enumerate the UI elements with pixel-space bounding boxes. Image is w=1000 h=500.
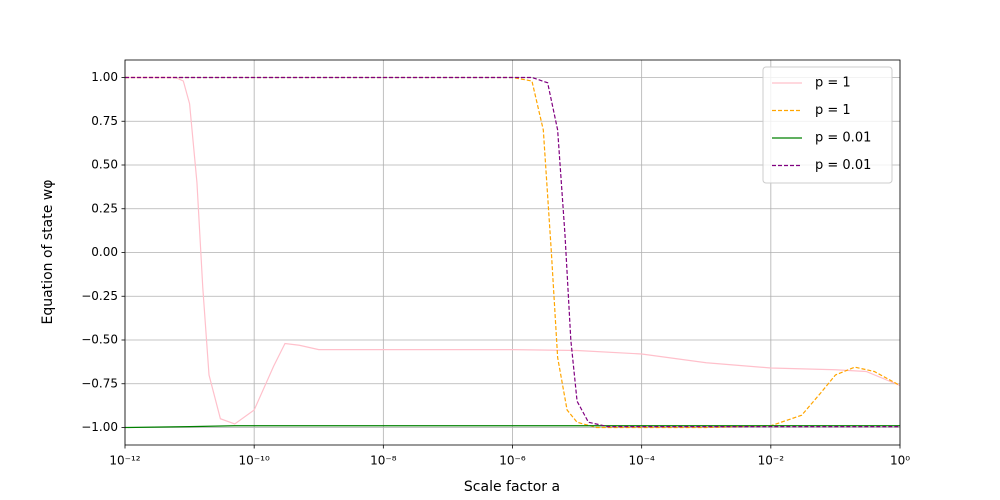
x-tick-label: 10⁻⁶ [499, 454, 526, 468]
y-tick-label: −0.75 [81, 376, 118, 390]
y-tick-label: −1.00 [81, 420, 118, 434]
x-tick-label: 10⁻² [758, 454, 785, 468]
series-line [125, 76, 900, 429]
y-tick-label: 0.75 [91, 114, 118, 128]
legend-label: p = 1 [815, 76, 851, 91]
y-tick-label: 1.00 [91, 70, 118, 84]
x-tick-label: 10⁻¹² [109, 454, 140, 468]
series-line [125, 76, 900, 428]
legend-label: p = 0.01 [815, 158, 871, 173]
plot-frame [124, 59, 901, 446]
legend-label: p = 0.01 [815, 131, 871, 146]
series-line [125, 425, 900, 429]
y-tick-label: 0.50 [91, 158, 118, 172]
x-tick-label: 10⁻⁸ [370, 454, 397, 468]
y-tick-label: −0.50 [81, 333, 118, 347]
y-tick-label: −0.25 [81, 289, 118, 303]
y-tick-label: 0.25 [91, 201, 118, 215]
y-axis-label: Equation of state wφ [40, 180, 56, 325]
x-tick-label: 10⁻¹⁰ [239, 454, 270, 468]
legend-label: p = 1 [815, 103, 851, 118]
legend-box [762, 66, 893, 184]
series-line [125, 76, 900, 425]
x-tick-label: 10⁻⁴ [628, 454, 655, 468]
x-axis-label: Scale factor a [464, 479, 560, 495]
x-tick-label: 10⁰ [890, 454, 910, 468]
y-tick-label: 0.00 [91, 245, 118, 259]
